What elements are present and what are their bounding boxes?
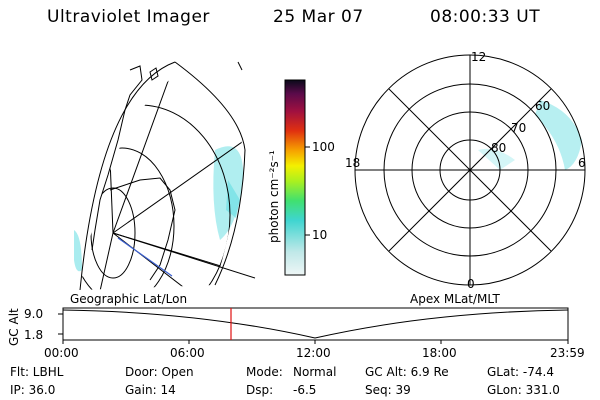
app-title: Ultraviolet Imager — [47, 7, 210, 27]
altitude-xtick-1: 06:00 — [170, 346, 205, 360]
colorbar-tick-100: 100 — [312, 140, 335, 154]
dsp-label: Dsp: — [246, 383, 274, 397]
ip-info: IP: 36.0 — [10, 383, 56, 397]
gain-info: Gain: 14 — [125, 383, 176, 397]
time-label: 08:00:33 UT — [430, 7, 541, 27]
altitude-xtick-2: 12:00 — [296, 346, 331, 360]
mode-value: Normal — [293, 365, 337, 379]
mode-label: Mode: — [246, 365, 283, 379]
mlt-label-left: 18 — [345, 156, 360, 170]
lat-label-70: 70 — [511, 121, 526, 135]
gc-alt-info: GC Alt: 6.9 Re — [365, 365, 449, 379]
geographic-label: Geographic Lat/Lon — [70, 292, 188, 306]
seq-info: Seq: 39 — [365, 383, 411, 397]
lat-label-60: 60 — [535, 99, 550, 113]
colorbar-tick-10: 10 — [312, 228, 327, 242]
glat-info: GLat: -74.4 — [487, 365, 554, 379]
altitude-ytick-max: 9.0 — [24, 307, 43, 321]
altitude-xtick-4: 23:59 — [550, 346, 585, 360]
altitude-curve — [62, 309, 569, 339]
mlt-label-bottom: 0 — [467, 277, 475, 291]
date-label: 25 Mar 07 — [273, 7, 364, 27]
mlt-label-right: 6 — [578, 156, 586, 170]
aurora-region-polar — [478, 100, 582, 170]
satellite-track — [117, 237, 173, 277]
altitude-xtick-3: 18:00 — [422, 346, 457, 360]
apex-label: Apex MLat/MLT — [410, 292, 500, 306]
glon-info: GLon: 331.0 — [487, 383, 560, 397]
colorbar-unit-label: photon cm⁻²s⁻¹ — [267, 150, 281, 243]
lat-label-80: 80 — [491, 141, 506, 155]
altitude-ytick-min: 1.8 — [24, 328, 43, 342]
altitude-xtick-0: 00:00 — [44, 346, 79, 360]
filter-info: Flt: LBHL — [10, 365, 64, 379]
altitude-ylabel: GC Alt — [7, 308, 21, 346]
dsp-value: -6.5 — [293, 383, 317, 397]
door-info: Door: Open — [125, 365, 194, 379]
mlt-label-top: 12 — [471, 50, 486, 64]
coastline — [91, 65, 143, 251]
